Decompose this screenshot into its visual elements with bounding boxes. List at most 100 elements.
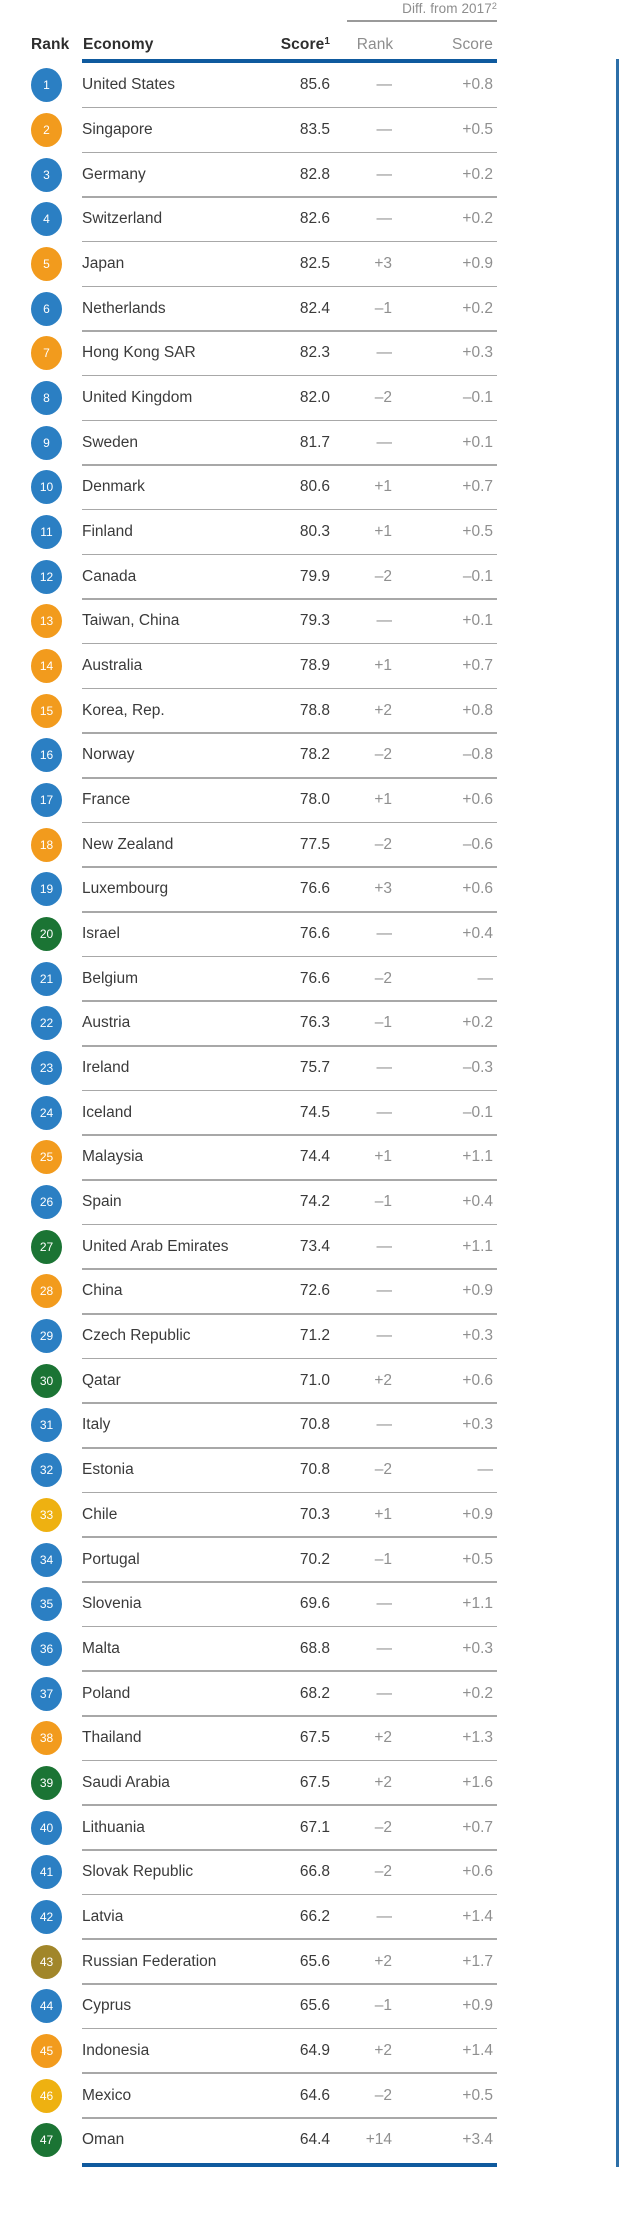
- score-value: 82.0: [299, 389, 330, 407]
- table-row: 43 Russian Federation 65.6 +2 +1.7: [0, 1939, 620, 1985]
- rank-diff-value: —: [376, 1684, 393, 1702]
- score-value: 70.3: [299, 1505, 330, 1523]
- score-column-header: Score1: [240, 36, 330, 54]
- table-row: 29 Czech Republic 71.2 — +0.3: [0, 1314, 620, 1359]
- economy-name: Netherlands: [82, 299, 166, 317]
- rank-badge: 15: [31, 693, 62, 728]
- rank-diff-value: —: [376, 612, 393, 630]
- economy-name: United States: [82, 76, 176, 94]
- bottom-accent-line: [82, 2163, 497, 2167]
- score-diff-value: +0.4: [462, 1193, 493, 1211]
- table-row: 14 Australia 78.9 +1 +0.7: [0, 644, 620, 689]
- table-row: 24 Iceland 74.5 — –0.1: [0, 1090, 620, 1136]
- rank-diff-value: –1: [374, 1193, 392, 1211]
- rank-badge: 19: [31, 872, 62, 907]
- rank-diff-value: +1: [374, 791, 392, 809]
- rank-diff-value: –1: [374, 1550, 392, 1568]
- rank-badge: 29: [31, 1319, 62, 1354]
- rank-badge: 46: [31, 2078, 62, 2113]
- economy-name: Singapore: [82, 121, 153, 138]
- score-diff-value: +1.1: [462, 1595, 493, 1613]
- table-row: 31 Italy 70.8 — +0.3: [0, 1403, 620, 1449]
- score-value: 85.6: [299, 76, 330, 94]
- score-value: 78.9: [299, 657, 330, 675]
- rank-diff-value: +3: [374, 880, 392, 898]
- table-row: 33 Chile 70.3 +1 +0.9: [0, 1493, 620, 1538]
- score-diff-value: +0.1: [462, 612, 493, 630]
- score-value: 82.3: [299, 344, 330, 362]
- rank-badge: 33: [31, 1497, 62, 1532]
- score-value: 80.3: [299, 523, 330, 541]
- economy-name: Malaysia: [82, 1148, 144, 1166]
- score-diff-value: +0.3: [462, 344, 493, 362]
- rank-diff-value: –1: [374, 1014, 392, 1032]
- economy-name: Chile: [82, 1505, 118, 1523]
- table-header: Diff. from 20172 Rank Economy Score1 Ran…: [0, 0, 620, 63]
- rank-badge: 37: [31, 1676, 62, 1711]
- table-row: 15 Korea, Rep. 78.8 +2 +0.8: [0, 688, 620, 734]
- table-row: 20 Israel 76.6 — +0.4: [0, 912, 620, 957]
- table-row: 2 Singapore 83.5 — +0.5: [0, 108, 620, 153]
- score-value: 72.6: [299, 1282, 330, 1300]
- score-value: 70.2: [299, 1550, 330, 1568]
- table-row: 18 New Zealand 77.5 –2 –0.6: [0, 822, 620, 868]
- economy-column-header: Economy: [83, 36, 154, 53]
- economy-name: Luxembourg: [82, 880, 169, 898]
- table-row: 9 Sweden 81.7 — +0.1: [0, 420, 620, 466]
- rank-diff-value: +14: [365, 2131, 392, 2149]
- rank-badge: 45: [31, 2033, 62, 2068]
- diff-from-2017-group-label: Diff. from 20172: [340, 1, 497, 16]
- diff-group-footnote-sup: 2: [491, 1, 497, 11]
- rank-badge: 36: [31, 1631, 62, 1666]
- score-value: 68.2: [299, 1684, 330, 1702]
- rank-column-header: Rank: [31, 36, 70, 53]
- score-value: 76.6: [299, 925, 330, 943]
- economy-name: Saudi Arabia: [82, 1773, 170, 1791]
- score-value: 78.0: [299, 791, 330, 809]
- table-row: 28 China 72.6 — +0.9: [0, 1269, 620, 1315]
- score-diff-value: +3.4: [462, 2131, 493, 2149]
- score-value: 76.6: [299, 969, 330, 987]
- score-diff-value: +1.3: [462, 1729, 493, 1747]
- table-row: 30 Qatar 71.0 +2 +0.6: [0, 1358, 620, 1404]
- rank-badge: 13: [31, 604, 62, 639]
- score-diff-value: —: [477, 1461, 494, 1479]
- score-diff-value: +0.9: [462, 1282, 493, 1300]
- table-row: 11 Finland 80.3 +1 +0.5: [0, 510, 620, 555]
- rank-diff-value: —: [376, 344, 393, 362]
- score-value: 82.5: [299, 255, 330, 273]
- rank-diff-value: +2: [374, 701, 392, 719]
- rank-badge: 44: [31, 1989, 62, 2024]
- header-accent-line: [82, 59, 497, 63]
- score-value: 70.8: [299, 1416, 330, 1434]
- score-diff-value: +0.6: [462, 1371, 493, 1389]
- score-value: 81.7: [299, 433, 330, 451]
- score-diff-value: +1.1: [462, 1148, 493, 1166]
- economy-name: Finland: [82, 523, 133, 541]
- score-diff-value: –0.1: [462, 1103, 493, 1121]
- economy-name: Czech Republic: [82, 1327, 191, 1345]
- score-diff-value: +0.6: [462, 791, 493, 809]
- rank-diff-value: +2: [374, 1773, 392, 1791]
- rank-diff-value: —: [376, 76, 393, 94]
- rank-badge: 11: [31, 515, 62, 550]
- rank-badge: 6: [31, 291, 62, 326]
- score-diff-value: +1.6: [462, 1773, 493, 1791]
- economy-name: China: [82, 1282, 123, 1300]
- economy-name: Belgium: [82, 969, 138, 987]
- table-row: 1 United States 85.6 — +0.8: [0, 63, 620, 109]
- diff-score-column-header: Score: [452, 36, 493, 53]
- economy-name: Russian Federation: [82, 1952, 217, 1970]
- score-diff-value: +0.5: [462, 523, 493, 541]
- table-row: 21 Belgium 76.6 –2 —: [0, 956, 620, 1002]
- table-row: 6 Netherlands 82.4 –1 +0.2: [0, 286, 620, 332]
- table-row: 26 Spain 74.2 –1 +0.4: [0, 1180, 620, 1225]
- score-diff-value: +0.6: [462, 1863, 493, 1881]
- score-value: 79.9: [299, 567, 330, 585]
- rank-diff-value: +1: [374, 657, 392, 675]
- score-value: 67.5: [299, 1729, 330, 1747]
- rank-diff-value: —: [376, 121, 393, 138]
- rank-badge: 17: [31, 783, 62, 818]
- score-value: 76.6: [299, 880, 330, 898]
- table-row: 17 France 78.0 +1 +0.6: [0, 778, 620, 823]
